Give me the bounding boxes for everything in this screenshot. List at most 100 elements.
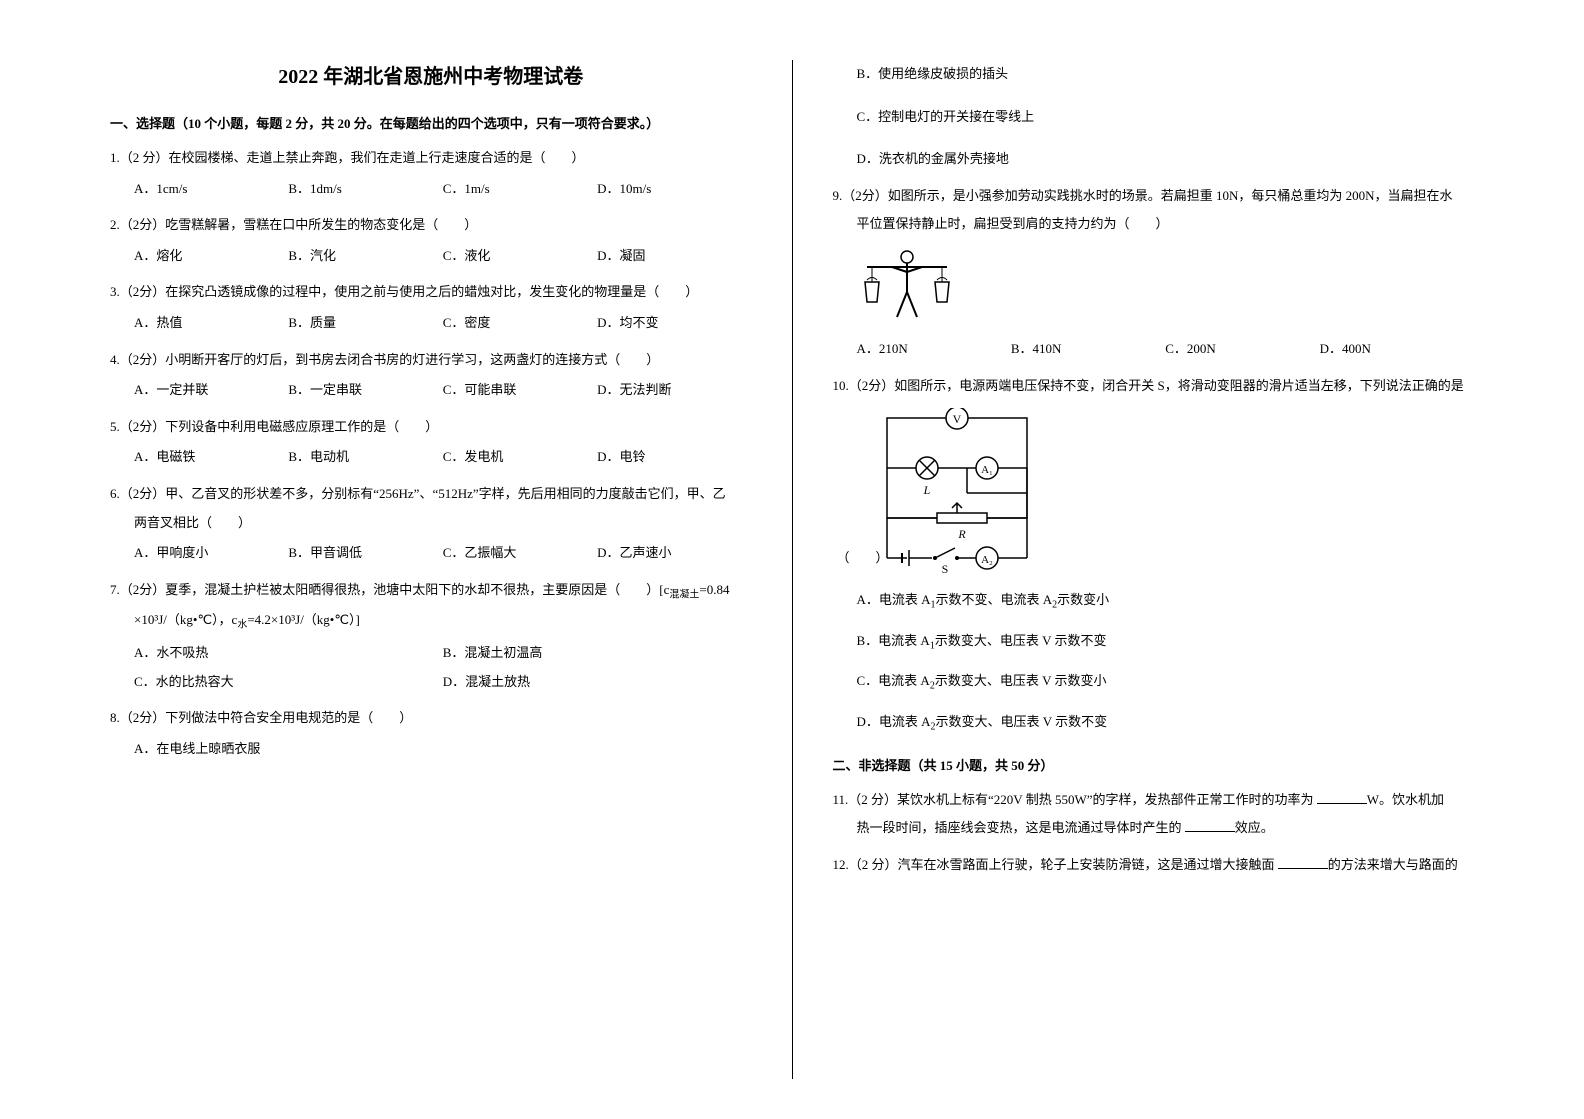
q6-opt-a: A．甲响度小: [134, 539, 288, 568]
section1-header: 一、选择题（10 个小题，每题 2 分，共 20 分。在每题给出的四个选项中，只…: [110, 113, 752, 132]
circuit-l-label: L: [922, 483, 930, 497]
q10-opt-c: C．电流表 A2示数变大、电压表 V 示数变小: [833, 667, 1475, 698]
question-6: 6.（2分）甲、乙音叉的形状差不多，分别标有“256Hz”、“512Hz”字样，…: [110, 480, 752, 568]
question-2: 2.（2分）吃雪糕解暑，雪糕在口中所发生的物态变化是（ ） A．熔化 B．汽化 …: [110, 211, 752, 270]
q5-opt-a: A．电磁铁: [134, 443, 288, 472]
q1-opt-b: B．1dm/s: [288, 175, 442, 204]
question-9: 9.（2分）如图所示，是小强参加劳动实践挑水时的场景。若扁担重 10N，每只桶总…: [833, 182, 1475, 364]
circuit-a1-label: A₁: [981, 464, 993, 476]
section2-header: 二、非选择题（共 15 小题，共 50 分）: [833, 755, 1475, 774]
q4-opt-b: B．一定串联: [288, 376, 442, 405]
q6-options: A．甲响度小 B．甲音调低 C．乙振幅大 D．乙声速小: [110, 539, 752, 568]
q9-opt-b: B．410N: [1011, 335, 1165, 364]
q3-opt-c: C．密度: [443, 309, 597, 338]
q9-opt-d: D．400N: [1320, 335, 1474, 364]
q1-options: A．1cm/s B．1dm/s C．1m/s D．10m/s: [110, 175, 752, 204]
q8-continued: B．使用绝缘皮破损的插头 C．控制电灯的开关接在零线上 D．洗衣机的金属外壳接地: [833, 60, 1475, 174]
q5-opt-d: D．电铃: [597, 443, 751, 472]
q6-stem1: 6.（2分）甲、乙音叉的形状差不多，分别标有“256Hz”、“512Hz”字样，…: [110, 486, 726, 501]
q7-opt-a: A．水不吸热: [134, 639, 443, 668]
q12-post: 的方法来增大与路面的: [1328, 857, 1458, 872]
q11-line2: 热一段时间，插座线会变热，这是电流通过导体时产生的 效应。: [833, 814, 1475, 843]
q12-pre: 12.（2 分）汽车在冰雪路面上行驶，轮子上安装防滑链，这是通过增大接触面: [833, 857, 1278, 872]
circuit-a2-label: A₂: [981, 554, 993, 566]
q1-opt-c: C．1m/s: [443, 175, 597, 204]
q10-opt-b: B．电流表 A1示数变大、电压表 V 示数不变: [833, 627, 1475, 658]
question-4: 4.（2分）小明断开客厅的灯后，到书房去闭合书房的灯进行学习，这两盏灯的连接方式…: [110, 346, 752, 405]
q7-stem1-tail: =0.84: [699, 582, 729, 597]
q8-options: A．在电线上晾晒衣服: [110, 735, 752, 764]
q10-stem: 10.（2分）如图所示，电源两端电压保持不变，闭合开关 S，将滑动变阻器的滑片适…: [833, 372, 1475, 401]
question-7: 7.（2分）夏季，混凝土护栏被太阳晒得很热，池塘中太阳下的水却不很热，主要原因是…: [110, 576, 752, 696]
question-11: 11.（2 分）某饮水机上标有“220V 制热 550W”的字样，发热部件正常工…: [833, 786, 1475, 843]
exam-title: 2022 年湖北省恩施州中考物理试卷: [110, 60, 752, 89]
q1-opt-a: A．1cm/s: [134, 175, 288, 204]
question-12: 12.（2 分）汽车在冰雪路面上行驶，轮子上安装防滑链，这是通过增大接触面 的方…: [833, 851, 1475, 880]
q2-opt-d: D．凝固: [597, 242, 751, 271]
q7-opt-d: D．混凝土放热: [443, 668, 752, 697]
blank-2: [1185, 819, 1235, 832]
q8-opt-c: C．控制电灯的开关接在零线上: [833, 103, 1475, 132]
q3-options: A．热值 B．质量 C．密度 D．均不变: [110, 309, 752, 338]
q7-stem2: ×10³J/（kg•℃），c水=4.2×10³J/（kg•℃）]: [110, 606, 752, 637]
left-column: 2022 年湖北省恩施州中考物理试卷 一、选择题（10 个小题，每题 2 分，共…: [90, 60, 793, 1079]
q5-stem: 5.（2分）下列设备中利用电磁感应原理工作的是（ ）: [110, 413, 752, 442]
q1-stem: 1.（2 分）在校园楼梯、走道上禁止奔跑，我们在走道上行走速度合适的是（ ）: [110, 144, 752, 173]
q6-opt-b: B．甲音调低: [288, 539, 442, 568]
q6-opt-c: C．乙振幅大: [443, 539, 597, 568]
q3-stem: 3.（2分）在探究凸透镜成像的过程中，使用之前与使用之后的蜡烛对比，发生变化的物…: [110, 278, 752, 307]
q9-figure: [857, 247, 1475, 327]
q4-opt-c: C．可能串联: [443, 376, 597, 405]
q2-opt-b: B．汽化: [288, 242, 442, 271]
circuit-v-label: V: [952, 412, 961, 426]
q9-options: A．210N B．410N C．200N D．400N: [833, 335, 1475, 364]
question-3: 3.（2分）在探究凸透镜成像的过程中，使用之前与使用之后的蜡烛对比，发生变化的物…: [110, 278, 752, 337]
circuit-r-label: R: [957, 527, 966, 541]
q8-opt-d: D．洗衣机的金属外壳接地: [833, 145, 1475, 174]
q10-tail: （ ）: [837, 544, 889, 573]
question-5: 5.（2分）下列设备中利用电磁感应原理工作的是（ ） A．电磁铁 B．电动机 C…: [110, 413, 752, 472]
circuit-s-label: S: [941, 562, 948, 576]
blank-3: [1278, 856, 1328, 869]
q9-opt-c: C．200N: [1165, 335, 1319, 364]
q5-opt-c: C．发电机: [443, 443, 597, 472]
q11-mid: W。饮水机加: [1367, 792, 1444, 807]
q7-stem1: 7.（2分）夏季，混凝土护栏被太阳晒得很热，池塘中太阳下的水却不很热，主要原因是…: [110, 582, 669, 597]
q6-stem2: 两音叉相比（ ）: [110, 509, 752, 538]
q2-opt-a: A．熔化: [134, 242, 288, 271]
q5-opt-b: B．电动机: [288, 443, 442, 472]
q8-opt-b: B．使用绝缘皮破损的插头: [833, 60, 1475, 89]
right-column: B．使用绝缘皮破损的插头 C．控制电灯的开关接在零线上 D．洗衣机的金属外壳接地…: [793, 60, 1495, 1079]
q3-opt-b: B．质量: [288, 309, 442, 338]
q9-stem1: 9.（2分）如图所示，是小强参加劳动实践挑水时的场景。若扁担重 10N，每只桶总…: [833, 188, 1453, 203]
q4-options: A．一定并联 B．一定串联 C．可能串联 D．无法判断: [110, 376, 752, 405]
question-10: 10.（2分）如图所示，电源两端电压保持不变，闭合开关 S，将滑动变阻器的滑片适…: [833, 372, 1475, 739]
q3-opt-d: D．均不变: [597, 309, 751, 338]
q5-options: A．电磁铁 B．电动机 C．发电机 D．电铃: [110, 443, 752, 472]
q2-opt-c: C．液化: [443, 242, 597, 271]
q4-opt-a: A．一定并联: [134, 376, 288, 405]
question-1: 1.（2 分）在校园楼梯、走道上禁止奔跑，我们在走道上行走速度合适的是（ ） A…: [110, 144, 752, 203]
q11-pre: 11.（2 分）某饮水机上标有“220V 制热 550W”的字样，发热部件正常工…: [833, 792, 1317, 807]
q7-opt-b: B．混凝土初温高: [443, 639, 752, 668]
q1-opt-d: D．10m/s: [597, 175, 751, 204]
q7-options: A．水不吸热 B．混凝土初温高 C．水的比热容大 D．混凝土放热: [110, 639, 752, 696]
q9-opt-a: A．210N: [857, 335, 1011, 364]
q2-stem: 2.（2分）吃雪糕解暑，雪糕在口中所发生的物态变化是（ ）: [110, 211, 752, 240]
q4-stem: 4.（2分）小明断开客厅的灯后，到书房去闭合书房的灯进行学习，这两盏灯的连接方式…: [110, 346, 752, 375]
q8-stem: 8.（2分）下列做法中符合安全用电规范的是（ ）: [110, 704, 752, 733]
q10-opt-d: D．电流表 A2示数变大、电压表 V 示数不变: [833, 708, 1475, 739]
q4-opt-d: D．无法判断: [597, 376, 751, 405]
q3-opt-a: A．热值: [134, 309, 288, 338]
q10-opt-a: A．电流表 A1示数不变、电流表 A2示数变小: [833, 586, 1475, 617]
q10-figure: V L A₁ R: [857, 408, 1475, 578]
q7-opt-c: C．水的比热容大: [134, 668, 443, 697]
q7-sub1: 混凝土: [669, 589, 699, 600]
q6-opt-d: D．乙声速小: [597, 539, 751, 568]
q9-stem2: 平位置保持静止时，扁担受到肩的支持力约为（ ）: [833, 210, 1475, 239]
q8-opt-a: A．在电线上晾晒衣服: [134, 735, 752, 764]
carrying-water-icon: [857, 247, 957, 327]
question-8: 8.（2分）下列做法中符合安全用电规范的是（ ） A．在电线上晾晒衣服: [110, 704, 752, 763]
blank-1: [1317, 791, 1367, 804]
q2-options: A．熔化 B．汽化 C．液化 D．凝固: [110, 242, 752, 271]
